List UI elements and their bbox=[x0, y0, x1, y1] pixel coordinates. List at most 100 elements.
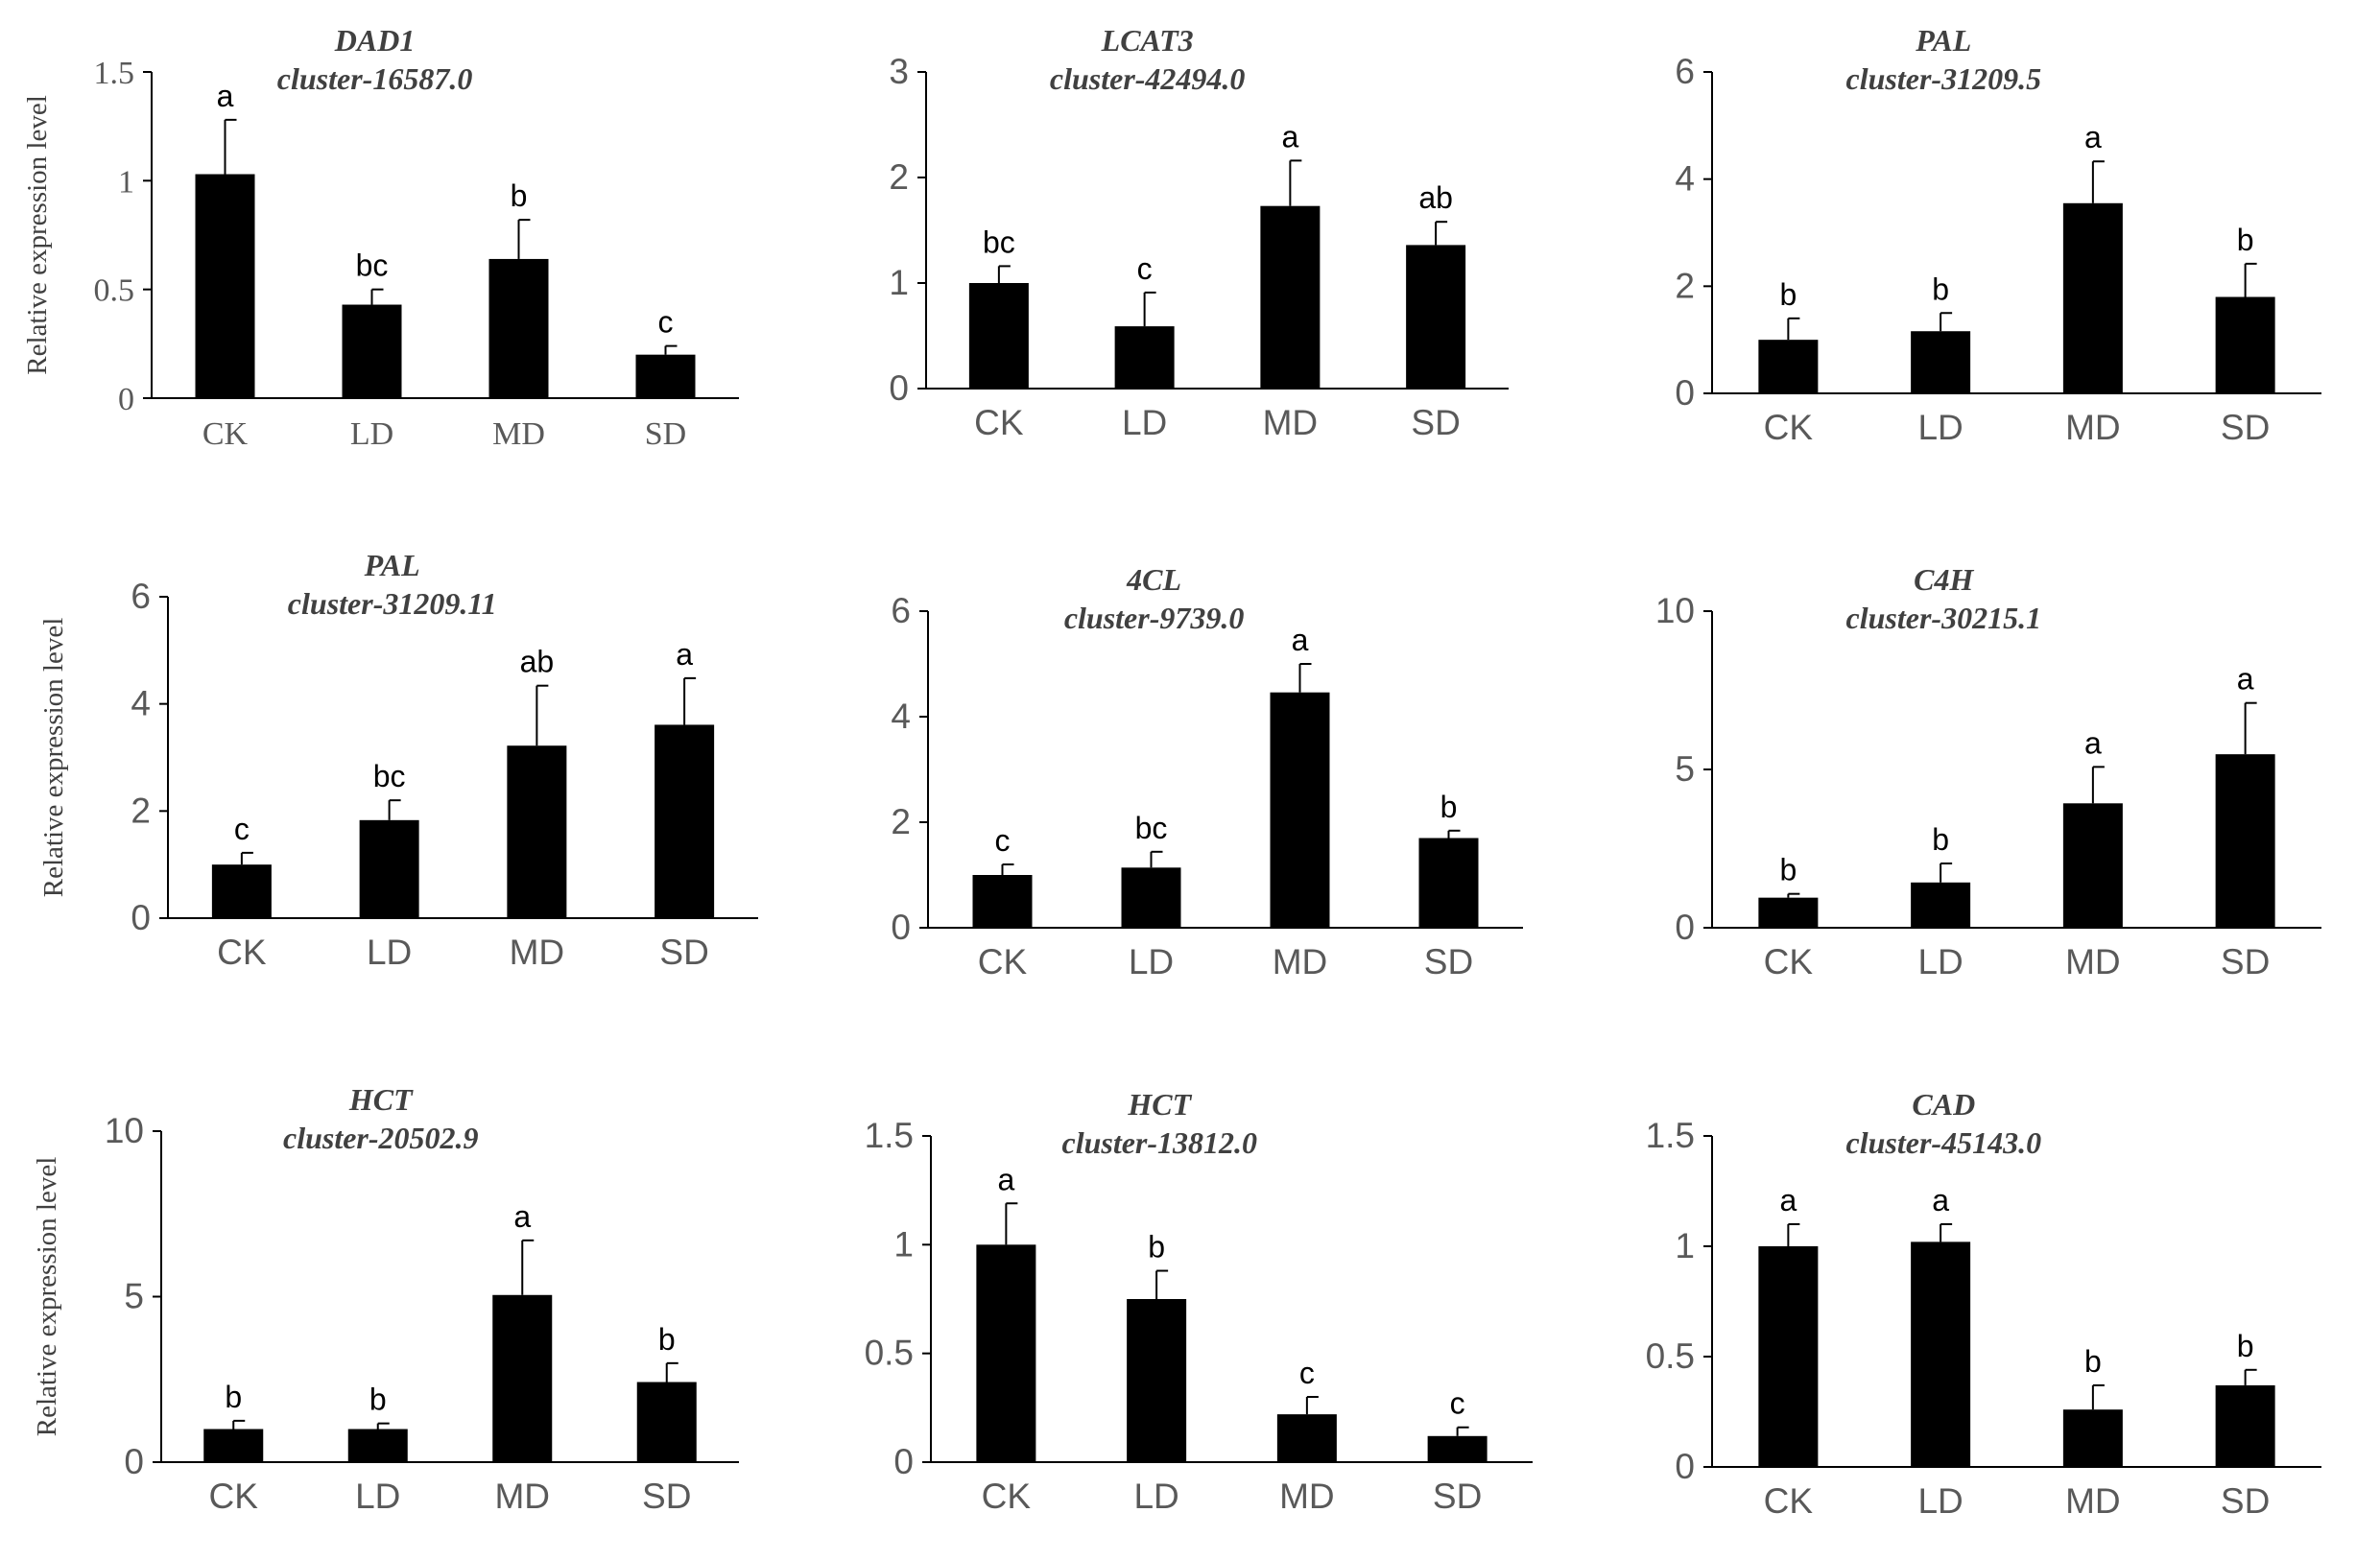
significance-label: a bbox=[1932, 1183, 1949, 1217]
y-tick-label: 5 bbox=[124, 1277, 144, 1316]
y-tick-label: 0.5 bbox=[94, 273, 135, 309]
x-tick-label: MD bbox=[1273, 942, 1328, 981]
bar bbox=[1270, 692, 1330, 928]
chart-panel: 0 0.5 1 1.5 a CK b LD c MD c SD HCT cluster-13812.0 bbox=[794, 1040, 1586, 1560]
y-tick-label: 5 bbox=[1675, 749, 1695, 789]
significance-label: a bbox=[1779, 1183, 1797, 1217]
significance-label: a bbox=[2084, 120, 2102, 154]
y-tick-label: 1 bbox=[118, 164, 134, 200]
significance-label: bc bbox=[1135, 811, 1168, 845]
chart-subtitle: cluster-42494.0 bbox=[1050, 61, 1246, 96]
x-tick-label: MD bbox=[494, 1477, 550, 1516]
bar bbox=[1121, 867, 1181, 928]
x-tick-label: LD bbox=[355, 1477, 400, 1516]
x-tick-label: LD bbox=[1917, 1481, 1963, 1521]
significance-label: b bbox=[2084, 1344, 2102, 1379]
x-tick-label: SD bbox=[642, 1477, 691, 1516]
y-tick-label: 0 bbox=[893, 1442, 914, 1481]
chart-subtitle: cluster-31209.5 bbox=[1846, 61, 2042, 96]
bar bbox=[2062, 1409, 2123, 1467]
chart-panel: 0 2 4 6 c CK bc LD ab MD a SD PAL cluster-31209.11 Rel… bbox=[0, 520, 793, 1040]
significance-label: c bbox=[1450, 1386, 1465, 1421]
y-tick-label: 1.5 bbox=[94, 56, 135, 91]
significance-label: a bbox=[676, 637, 693, 672]
x-tick-label: CK bbox=[982, 1477, 1032, 1516]
chart-svg: 0 5 10 b CK b LD a MD b SD HCT cluster-20502.9 Relati… bbox=[32, 1082, 739, 1516]
bar bbox=[203, 1429, 264, 1462]
x-tick-label: LD bbox=[350, 416, 393, 452]
significance-label: bc bbox=[983, 225, 1015, 259]
x-tick-label: CK bbox=[1764, 408, 1814, 447]
chart-panel: 0 1 2 3 bc CK c LD a MD ab SD LCAT3 cluster-42494.0 bbox=[794, 0, 1586, 520]
bar bbox=[1260, 205, 1321, 389]
y-tick-label: 0 bbox=[118, 382, 134, 417]
y-tick-label: 10 bbox=[105, 1111, 144, 1150]
y-tick-label: 10 bbox=[1655, 591, 1695, 630]
bar bbox=[1758, 897, 1819, 928]
y-tick-label: 0.5 bbox=[1646, 1336, 1695, 1376]
bar bbox=[2215, 754, 2275, 928]
x-tick-label: SD bbox=[1433, 1477, 1482, 1516]
bar bbox=[1406, 245, 1466, 389]
x-tick-label: LD bbox=[1133, 1477, 1178, 1516]
significance-label: a bbox=[2084, 725, 2102, 760]
significance-label: b bbox=[1932, 272, 1949, 306]
bar bbox=[347, 1429, 408, 1462]
x-tick-label: MD bbox=[1279, 1477, 1335, 1516]
bar bbox=[342, 304, 402, 398]
x-tick-label: SD bbox=[2221, 942, 2270, 981]
bar bbox=[1418, 838, 1479, 928]
significance-label: a bbox=[217, 79, 234, 113]
y-axis-label: Relative expression level bbox=[38, 618, 69, 898]
significance-label: ab bbox=[520, 645, 555, 679]
y-tick-label: 4 bbox=[891, 697, 911, 736]
x-tick-label: MD bbox=[1263, 403, 1319, 442]
significance-label: c bbox=[658, 305, 674, 340]
significance-label: b bbox=[369, 1383, 387, 1417]
significance-label: b bbox=[658, 1322, 676, 1357]
x-tick-label: SD bbox=[1424, 942, 1473, 981]
significance-label: b bbox=[1932, 822, 1949, 857]
chart-title: HCT bbox=[348, 1082, 414, 1117]
y-tick-label: 3 bbox=[889, 52, 909, 91]
bar bbox=[968, 283, 1029, 389]
y-tick-label: 2 bbox=[1675, 266, 1695, 305]
x-tick-label: CK bbox=[978, 942, 1028, 981]
bar bbox=[211, 864, 272, 918]
significance-label: b bbox=[2237, 223, 2254, 257]
significance-label: bc bbox=[373, 759, 406, 793]
bar bbox=[1911, 1241, 1971, 1467]
y-tick-label: 4 bbox=[1675, 159, 1695, 199]
x-tick-label: LD bbox=[1917, 942, 1963, 981]
significance-label: b bbox=[1779, 277, 1797, 312]
chart-title: PAL bbox=[1915, 23, 1971, 58]
chart-svg: 0 0.5 1 1.5 a CK bc LD b MD c SD DAD1cluster-16587.0… bbox=[22, 23, 739, 452]
y-axis-label: Relative expression level bbox=[22, 95, 53, 375]
bar bbox=[1114, 326, 1175, 389]
y-tick-label: 0 bbox=[891, 908, 911, 947]
significance-label: a bbox=[513, 1199, 531, 1234]
chart-subtitle: cluster-9739.0 bbox=[1064, 601, 1245, 635]
y-tick-label: 0 bbox=[1675, 1447, 1695, 1486]
chart-panel: 0 5 10 b CK b LD a MD b SD HCT cluster-20502.9 Relati… bbox=[0, 1040, 793, 1560]
y-axis-label: Relative expression level bbox=[32, 1157, 62, 1437]
y-tick-label: 6 bbox=[1675, 52, 1695, 91]
significance-label: c bbox=[1299, 1356, 1315, 1390]
significance-label: c bbox=[234, 812, 250, 846]
y-tick-label: 6 bbox=[891, 591, 911, 630]
chart-panel: 0 5 10 b CK b LD a MD a SD C4H cluster-30215.1 bbox=[1587, 520, 2380, 1040]
y-tick-label: 2 bbox=[131, 791, 151, 830]
bar bbox=[1911, 882, 1971, 928]
bar bbox=[1758, 340, 1819, 393]
y-tick-label: 0 bbox=[1675, 373, 1695, 413]
chart-panel: 0 2 4 6 b CK b LD a MD b SD PAL cluster-31209.5 bbox=[1587, 0, 2380, 520]
bar bbox=[1127, 1299, 1187, 1462]
chart-subtitle: cluster-13812.0 bbox=[1061, 1125, 1257, 1160]
significance-label: c bbox=[995, 823, 1011, 858]
x-tick-label: MD bbox=[510, 933, 565, 972]
chart-svg: 0 2 4 6 c CK bc LD ab MD a SD PAL cluster-31209.11 Rel… bbox=[38, 548, 758, 972]
significance-label: bc bbox=[356, 248, 389, 283]
significance-label: b bbox=[1779, 853, 1797, 887]
